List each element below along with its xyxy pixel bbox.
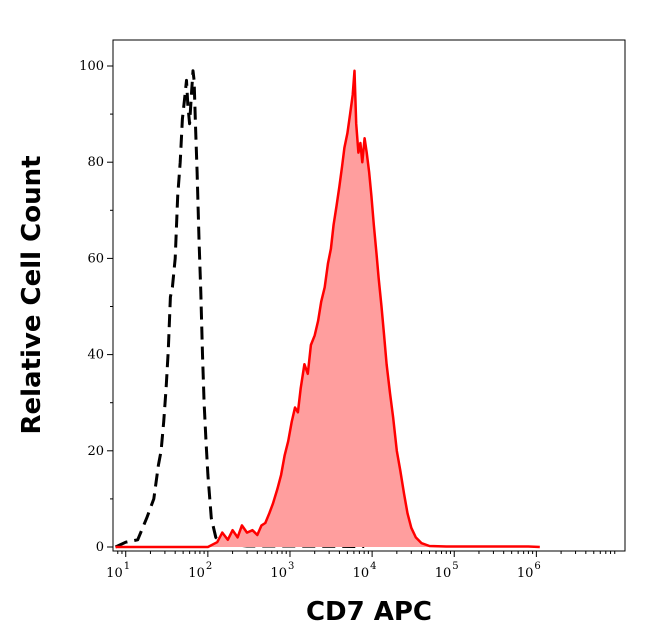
plot-frame — [112, 39, 626, 552]
series-1-line — [115, 69, 540, 549]
x-tick-label: 10 — [106, 566, 123, 581]
x-tick-exponent: 5 — [452, 561, 458, 572]
x-axis-title: CD7 APC — [306, 597, 432, 627]
y-tick-label: 60 — [87, 251, 104, 266]
x-tick-exponent: 6 — [534, 561, 540, 572]
x-tick-label: 10 — [270, 566, 287, 581]
y-tick-label: 0 — [96, 540, 104, 555]
x-tick-label: 10 — [517, 566, 534, 581]
x-tick-exponent: 2 — [206, 561, 212, 572]
y-axis-title: Relative Cell Count — [17, 155, 47, 434]
series-1-area — [115, 70, 540, 548]
x-tick-exponent: 1 — [124, 561, 130, 572]
y-tick-label: 100 — [79, 59, 104, 74]
x-tick-label: 10 — [435, 566, 452, 581]
x-tick-label: 10 — [353, 566, 370, 581]
x-tick-exponent: 3 — [288, 561, 294, 572]
series-0-line — [114, 69, 365, 549]
y-tick-label: 80 — [87, 155, 104, 170]
plot-area — [112, 39, 626, 552]
y-tick-label: 40 — [87, 348, 104, 363]
y-tick-label: 20 — [87, 444, 104, 459]
x-tick-exponent: 4 — [370, 561, 376, 572]
x-tick-label: 10 — [188, 566, 205, 581]
